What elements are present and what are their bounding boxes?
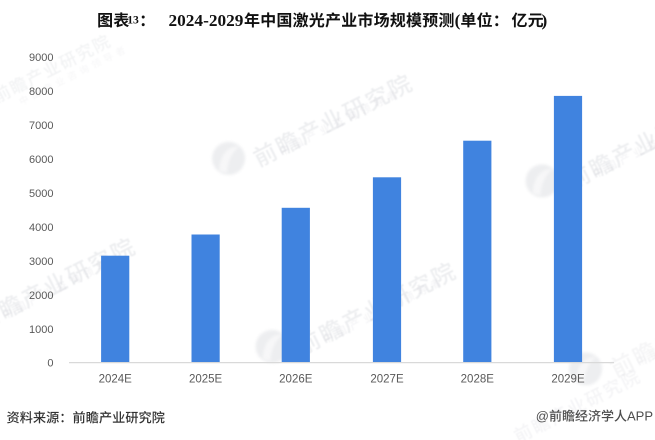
svg-text:9000: 9000 bbox=[29, 52, 53, 64]
svg-text:2024-2029: 2024-2029 bbox=[169, 11, 244, 30]
svg-text:2024E: 2024E bbox=[99, 373, 133, 385]
svg-text:7000: 7000 bbox=[29, 120, 53, 132]
svg-text:8000: 8000 bbox=[29, 86, 53, 98]
svg-text:2028E: 2028E bbox=[461, 373, 495, 385]
svg-text:13: 13 bbox=[127, 13, 139, 26]
svg-text:0: 0 bbox=[47, 358, 53, 370]
svg-text:2026E: 2026E bbox=[279, 373, 313, 385]
svg-text:@: @ bbox=[536, 409, 549, 424]
svg-text:6000: 6000 bbox=[29, 154, 53, 166]
svg-text:1000: 1000 bbox=[29, 324, 53, 336]
svg-text:2025E: 2025E bbox=[189, 373, 223, 385]
svg-text:): ) bbox=[542, 11, 548, 30]
svg-text:2027E: 2027E bbox=[370, 373, 404, 385]
svg-text:APP: APP bbox=[627, 409, 653, 424]
svg-text:2029E: 2029E bbox=[551, 373, 585, 385]
svg-text:(: ( bbox=[455, 11, 461, 30]
svg-text:2000: 2000 bbox=[29, 290, 53, 302]
svg-text:5000: 5000 bbox=[29, 188, 53, 200]
svg-text:3000: 3000 bbox=[29, 256, 53, 268]
svg-text:4000: 4000 bbox=[29, 222, 53, 234]
